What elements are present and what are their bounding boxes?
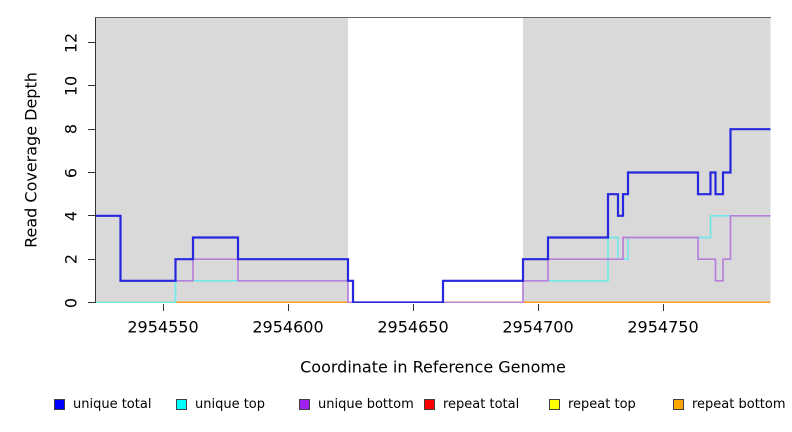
y-axis-title: Read Coverage Depth <box>21 72 41 248</box>
legend-label: repeat top <box>568 397 636 412</box>
y-tick-label: 0 <box>61 297 81 308</box>
y-tick-label: 4 <box>61 210 81 221</box>
x-tick-label: 2954600 <box>252 317 324 337</box>
y-tick-label: 6 <box>61 167 81 178</box>
x-tick-mark <box>412 304 414 311</box>
legend-label: unique top <box>195 397 266 412</box>
legend-swatch-icon <box>54 399 65 410</box>
legend-swatch-icon <box>176 399 187 410</box>
x-tick-mark <box>162 304 164 311</box>
legend-swatch-icon <box>673 399 684 410</box>
legend-label: unique bottom <box>318 397 414 412</box>
shaded-region <box>96 18 348 303</box>
legend-swatch-icon <box>299 399 310 410</box>
legend-item-repeat-bottom: repeat bottom <box>673 397 786 412</box>
y-tick-mark <box>88 85 95 87</box>
y-tick-mark <box>88 42 95 43</box>
y-tick-mark <box>88 302 95 303</box>
y-tick-mark <box>88 215 95 217</box>
y-tick-label: 10 <box>61 75 81 96</box>
x-tick-label: 2954750 <box>627 317 699 337</box>
plot-area <box>95 17 771 303</box>
y-tick-mark <box>88 128 95 130</box>
legend-item-unique-bottom: unique bottom <box>299 397 414 412</box>
x-tick-mark <box>662 304 664 311</box>
y-tick-mark <box>88 172 95 173</box>
x-tick-label: 2954550 <box>127 317 199 337</box>
x-axis-title: Coordinate in Reference Genome <box>300 357 566 377</box>
y-tick-mark <box>88 258 95 260</box>
x-tick-mark <box>537 304 539 311</box>
legend-label: unique total <box>73 397 152 412</box>
legend-label: repeat total <box>443 397 520 412</box>
legend-label: repeat bottom <box>692 397 786 412</box>
legend-item-repeat-total: repeat total <box>424 397 519 412</box>
legend-swatch-icon <box>549 399 560 410</box>
plot-canvas <box>96 18 771 303</box>
legend-swatch-icon <box>424 399 435 410</box>
series-line-unique-bottom <box>96 214 771 303</box>
legend-item-unique-top: unique top <box>176 397 265 412</box>
shaded-region <box>523 18 771 303</box>
x-tick-label: 2954650 <box>377 317 449 337</box>
legend-item-repeat-top: repeat top <box>549 397 636 412</box>
x-tick-label: 2954700 <box>502 317 574 337</box>
y-tick-label: 2 <box>61 254 81 265</box>
y-tick-label: 8 <box>61 124 81 135</box>
series-line-unique-total <box>96 128 771 303</box>
y-tick-label: 12 <box>61 32 81 53</box>
x-tick-mark <box>287 304 289 311</box>
legend-item-unique-total: unique total <box>54 397 151 412</box>
